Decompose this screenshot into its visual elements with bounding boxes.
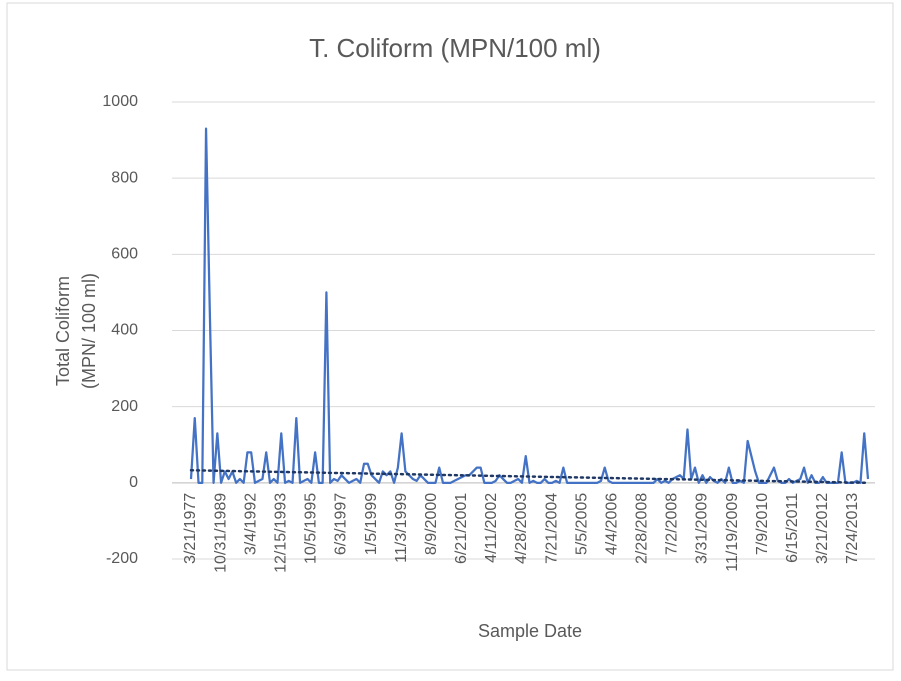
x-tick-label: 3/21/1977 bbox=[182, 493, 199, 564]
chart-border bbox=[6, 2, 894, 671]
y-tick-label: 400 bbox=[111, 322, 138, 339]
y-tick-label: 0 bbox=[129, 474, 138, 491]
x-tick-label: 10/31/1989 bbox=[212, 493, 229, 573]
x-tick-label: 12/15/1993 bbox=[272, 493, 289, 573]
y-tick-label: 200 bbox=[111, 398, 138, 415]
x-tick-label: 3/31/2009 bbox=[694, 493, 711, 564]
x-tick-label: 7/21/2004 bbox=[543, 493, 560, 564]
x-tick-label: 6/21/2001 bbox=[453, 493, 470, 564]
x-tick-label: 7/24/2013 bbox=[844, 493, 861, 564]
x-tick-label: 5/5/2005 bbox=[573, 493, 590, 555]
x-tick-label: 6/3/1997 bbox=[333, 493, 350, 555]
y-tick-label: -200 bbox=[106, 550, 138, 567]
x-tick-label: 2/28/2008 bbox=[634, 493, 651, 564]
x-tick-label: 10/5/1995 bbox=[303, 493, 320, 564]
y-tick-label: 1000 bbox=[102, 93, 138, 110]
x-axis-title: Sample Date bbox=[478, 621, 582, 641]
y-tick-label: 600 bbox=[111, 246, 138, 263]
series-line bbox=[189, 127, 870, 484]
y-axis-title: (MPN/ 100 ml) bbox=[79, 273, 99, 389]
y-axis-title: Total Coliform bbox=[53, 276, 73, 386]
x-tick-label: 6/15/2011 bbox=[784, 493, 801, 563]
chart-title: T. Coliform (MPN/100 ml) bbox=[309, 33, 601, 63]
x-tick-label: 1/5/1999 bbox=[363, 493, 380, 555]
x-tick-label: 4/11/2002 bbox=[483, 493, 500, 563]
x-tick-label: 8/9/2000 bbox=[423, 493, 440, 555]
x-tick-label: 7/2/2008 bbox=[664, 493, 681, 555]
x-tick-label: 4/4/2006 bbox=[603, 493, 620, 555]
x-tick-label: 11/3/1999 bbox=[393, 493, 410, 563]
x-tick-label: 3/21/2012 bbox=[814, 493, 831, 564]
trendline bbox=[189, 469, 870, 485]
y-tick-label: 800 bbox=[111, 169, 138, 186]
x-tick-label: 4/28/2003 bbox=[513, 493, 530, 564]
x-tick-label: 11/19/2009 bbox=[724, 493, 741, 572]
x-tick-label: 3/4/1992 bbox=[242, 493, 259, 555]
x-tick-label: 7/9/2010 bbox=[754, 493, 771, 555]
